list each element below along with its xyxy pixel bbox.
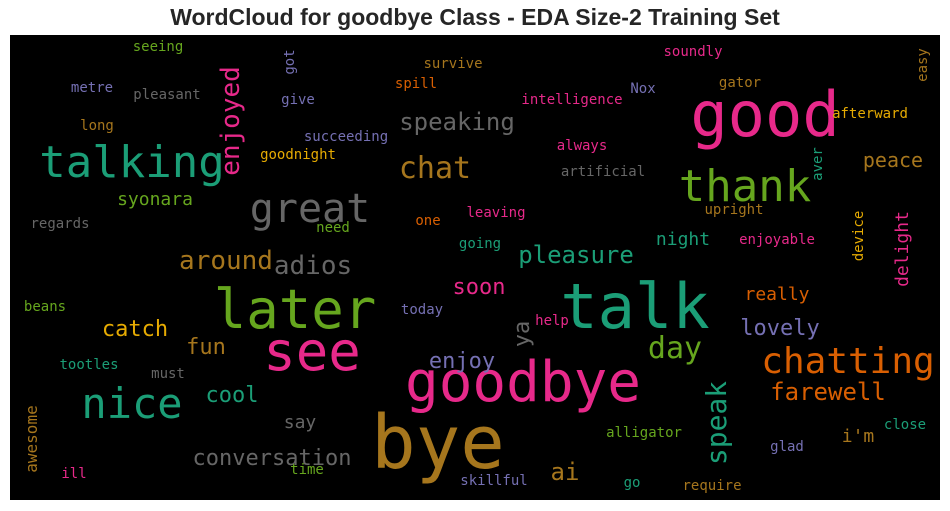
word-one: one bbox=[415, 213, 441, 229]
word-around: around bbox=[179, 246, 273, 276]
word-time: time bbox=[290, 462, 324, 478]
word-got: got bbox=[282, 49, 298, 75]
wordcloud-canvas: bye goodbye good talk later see talking thank ni… bbox=[10, 35, 940, 500]
word-always: always bbox=[556, 138, 608, 154]
word-say: say bbox=[283, 412, 317, 433]
word-easy: easy bbox=[915, 48, 931, 82]
word-metre: metre bbox=[70, 80, 114, 96]
word-upright: upright bbox=[704, 202, 764, 218]
word-i-m: i'm bbox=[841, 426, 875, 447]
word-peace: peace bbox=[862, 148, 924, 172]
word-goodnight: goodnight bbox=[260, 147, 336, 163]
word-catch: catch bbox=[101, 317, 169, 342]
word-aver: aver bbox=[810, 147, 826, 181]
word-today: today bbox=[400, 302, 444, 318]
word-later: later bbox=[213, 278, 377, 341]
word-good: good bbox=[690, 78, 840, 151]
word-skillful: skillful bbox=[460, 473, 528, 489]
word-chat: chat bbox=[398, 151, 472, 186]
word-device: device bbox=[851, 210, 867, 262]
word-enjoyed: enjoyed bbox=[216, 66, 246, 176]
word-talk: talk bbox=[560, 270, 710, 343]
word-survive: survive bbox=[423, 56, 483, 72]
word-glad: glad bbox=[770, 439, 804, 455]
word-soundly: soundly bbox=[663, 44, 723, 60]
word-nox: Nox bbox=[630, 81, 656, 97]
word-require: require bbox=[682, 478, 742, 494]
word-fun: fun bbox=[186, 335, 226, 360]
word-talking: talking bbox=[39, 137, 225, 188]
word-help: help bbox=[535, 313, 569, 329]
word-pleasure: pleasure bbox=[518, 241, 634, 269]
word-alligator: alligator bbox=[606, 425, 682, 441]
word-give: give bbox=[281, 92, 315, 108]
word-thank: thank bbox=[678, 161, 812, 212]
word-spill: spill bbox=[394, 76, 438, 92]
word-intelligence: intelligence bbox=[521, 92, 623, 108]
word-goodbye: goodbye bbox=[404, 350, 642, 415]
word-close: close bbox=[883, 417, 927, 433]
word-seeing: seeing bbox=[132, 39, 184, 55]
word-ill: ill bbox=[61, 466, 87, 482]
word-go: go bbox=[623, 475, 641, 491]
word-adios: adios bbox=[273, 251, 353, 281]
word-lovely: lovely bbox=[740, 316, 820, 341]
word-ya: ya bbox=[510, 320, 535, 348]
word-artificial: artificial bbox=[560, 164, 646, 180]
word-conversation: conversation bbox=[192, 446, 352, 471]
word-speak: speak bbox=[700, 380, 733, 466]
word-bye: bye bbox=[371, 400, 505, 486]
word-awesome: awesome bbox=[22, 405, 41, 473]
word-cool: cool bbox=[205, 383, 259, 408]
word-chatting: chatting bbox=[761, 341, 935, 382]
word-gator: gator bbox=[718, 75, 762, 91]
word-farewell: farewell bbox=[770, 378, 886, 406]
word-speaking: speaking bbox=[399, 108, 515, 136]
word-enjoyable: enjoyable bbox=[739, 232, 815, 248]
word-nice: nice bbox=[81, 379, 183, 428]
word-need: need bbox=[316, 220, 350, 236]
word-soon: soon bbox=[452, 275, 506, 300]
word-delight: delight bbox=[892, 211, 913, 287]
word-afterward: afterward bbox=[832, 106, 908, 122]
word-syonara: syonara bbox=[117, 189, 193, 210]
chart-title: WordCloud for goodbye Class - EDA Size-2… bbox=[170, 4, 780, 30]
word-must: must bbox=[151, 366, 185, 382]
word-really: really bbox=[744, 284, 810, 305]
word-see: see bbox=[263, 320, 361, 383]
word-great: great bbox=[249, 186, 371, 232]
word-pleasant: pleasant bbox=[133, 87, 201, 103]
word-tootles: tootles bbox=[59, 357, 119, 373]
word-ai: ai bbox=[550, 458, 580, 486]
word-night: night bbox=[655, 229, 711, 250]
word-succeeding: succeeding bbox=[303, 129, 389, 145]
word-leaving: leaving bbox=[466, 205, 526, 221]
word-long: long bbox=[80, 118, 114, 134]
word-day: day bbox=[647, 331, 703, 366]
word-going: going bbox=[458, 236, 502, 252]
word-enjoy: enjoy bbox=[428, 349, 496, 374]
word-beans: beans bbox=[23, 299, 67, 315]
word-regards: regards bbox=[30, 216, 90, 232]
